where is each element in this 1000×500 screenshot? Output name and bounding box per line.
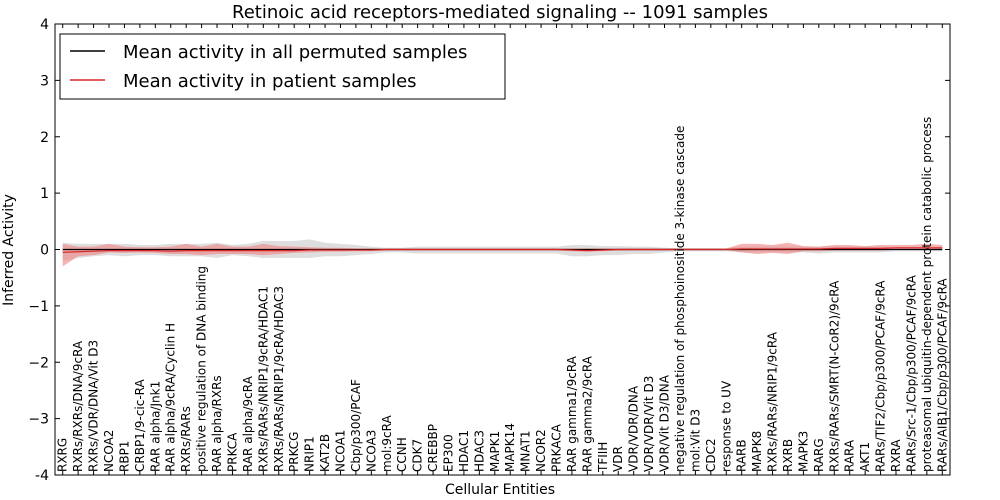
legend-label-patient: Mean activity in patient samples [123, 71, 417, 92]
x-tick-label: RAR alpha/RXRs [210, 375, 224, 472]
x-tick-label: PRKCG [287, 432, 301, 472]
x-tick-label: MAPK3 [796, 431, 810, 472]
x-tick-label: RAR gamma2/9cRA [580, 355, 594, 472]
y-tick-label: 3 [40, 73, 49, 89]
series-lines [62, 247, 943, 253]
x-tick-label: MNAT1 [519, 430, 533, 472]
axis-ticks: -4 −3 −2 −1 0 1 2 3 4 [28, 17, 950, 484]
plot-frame [54, 23, 951, 476]
x-tick-label: KAT2B [318, 434, 332, 472]
legend: Mean activity in all permuted samples Me… [59, 33, 506, 100]
y-axis-label: Inferred Activity [1, 194, 17, 306]
x-tick-label: RAR alpha/9cRA [241, 375, 255, 472]
x-tick-label: CCNH [395, 437, 409, 472]
y-tick-label: −2 [28, 355, 49, 371]
x-tick-label: EP300 [441, 434, 455, 472]
x-tick-label: negative regulation of phosphoinositide … [673, 126, 687, 472]
x-tick-label: RXRB [781, 439, 795, 472]
y-tick-label: 2 [40, 130, 49, 146]
x-tick-label: PRKACA [550, 423, 564, 472]
x-tick-label: CREBBP [426, 424, 440, 472]
y-tick-label: −1 [28, 299, 49, 315]
x-tick-label: VDR [611, 446, 625, 472]
x-tick-label: AKT1 [858, 442, 872, 472]
x-tick-label: mol:9cRA [380, 415, 394, 472]
y-tick-label: 0 [40, 243, 49, 259]
x-tick-labels: RXRG RXRs/RXRs/DNA/9cRA RXRs/VDR/DNA/Vit D… [56, 117, 950, 473]
chart-title: Retinoic acid receptors-mediated signali… [232, 2, 768, 23]
y-tick-label: 1 [40, 186, 49, 202]
x-tick-label: VDR/VDR/DNA [627, 385, 641, 472]
x-tick-label: RXRs/RARs/SMRT(N-CoR2)/9cRA [827, 280, 841, 472]
x-tick-label: RARA [843, 439, 857, 472]
x-tick-label: CRBP1/9-cic-RA [133, 378, 147, 472]
x-tick-label: NCOA1 [333, 430, 347, 472]
x-tick-label: VDR/VDR/Vit D3 [642, 376, 656, 472]
x-tick-label: NRIP1 [303, 436, 317, 472]
x-tick-label: CDK7 [411, 439, 425, 472]
series-line-patient [62, 247, 943, 253]
x-tick-label: NCOA2 [102, 430, 116, 472]
x-tick-label: HDAC3 [472, 430, 486, 472]
x-tick-label: MAPK14 [503, 423, 517, 472]
x-tick-label: MAPK1 [488, 431, 502, 472]
x-tick-label: NCOR2 [534, 429, 548, 472]
x-tick-label: HDAC1 [457, 430, 471, 472]
x-tick-label: Cbp/p300/PCAF [349, 379, 363, 472]
x-tick-label: proteasomal ubiquitin-dependent protein … [920, 117, 934, 472]
x-tick-label: RXRs/RARs/NRIP1/9cRA/HDAC3 [272, 286, 286, 472]
x-tick-label: RARG [812, 438, 826, 472]
x-tick-label: CDC2 [704, 438, 718, 472]
x-tick-label: NCOA3 [364, 430, 378, 472]
x-tick-label: RXRs/RARs/NRIP1/9cRA/HDAC1 [256, 286, 270, 472]
y-tick-label: 4 [40, 17, 49, 33]
x-tick-label: RXRs/RXRs/DNA/9cRA [71, 340, 85, 472]
y-tick-label: -4 [35, 468, 49, 484]
legend-label-permuted: Mean activity in all permuted samples [123, 42, 467, 63]
x-tick-label: VDR/Vit D3/DNA [658, 374, 672, 472]
legend-box [59, 33, 506, 100]
x-tick-label: RARs/TIF2/Cbp/p300/PCAF/9cRA [874, 280, 888, 472]
y-tick-label: −3 [28, 412, 49, 428]
x-tick-label: RXRs/RARs/NRIP1/9cRA [766, 331, 780, 472]
x-tick-label: mol:Vit D3 [688, 409, 702, 472]
band-patient [62, 242, 943, 267]
x-tick-label: RXRG [56, 438, 70, 472]
x-tick-label: TFIIH [596, 442, 610, 473]
x-tick-label: PRKCA [225, 432, 239, 472]
x-tick-label: RXRs/RARs [179, 406, 193, 472]
x-tick-label: RXRs/VDR/DNA/Vit D3 [87, 340, 101, 472]
confidence-bands [62, 239, 943, 267]
x-tick-label: RAR alpha/9cRA/Cyclin H [164, 323, 178, 472]
x-tick-label: RARs/AIB1/Cbp/p300/PCAF/9cRA [935, 278, 949, 472]
x-tick-label: RAR alpha/Jnk1 [148, 381, 162, 472]
x-tick-label: RBP1 [117, 441, 131, 472]
x-tick-label: response to UV [719, 380, 733, 472]
x-tick-label: RARB [735, 439, 749, 472]
x-tick-label: RAR gamma1/9cRA [565, 355, 579, 472]
x-tick-label: MAPK8 [750, 431, 764, 472]
x-tick-label: positive regulation of DNA binding [195, 266, 209, 472]
x-tick-label: RXRA [889, 439, 903, 472]
x-axis-label: Cellular Entities [445, 482, 555, 498]
x-tick-label: RARs/Src-1/Cbp/p300/PCAF/9cRA [904, 274, 918, 472]
